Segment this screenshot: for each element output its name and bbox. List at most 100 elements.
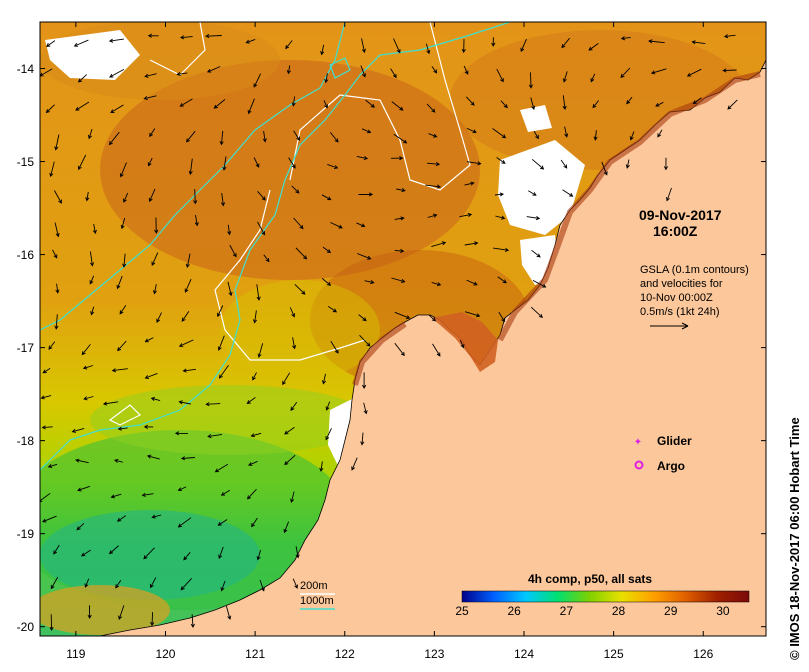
velocity-arrow	[325, 428, 332, 441]
velocity-arrow	[629, 131, 635, 141]
velocity-arrow	[150, 577, 157, 589]
velocity-arrow	[206, 66, 221, 73]
lon-tick-label: 122	[334, 647, 355, 661]
velocity-arrow	[431, 281, 442, 287]
velocity-arrow	[357, 253, 372, 260]
velocity-arrow	[49, 161, 55, 178]
velocity-arrow	[459, 212, 473, 218]
velocity-arrow	[292, 578, 298, 589]
velocity-arrow	[562, 95, 567, 111]
velocity-arrow	[390, 68, 397, 79]
velocity-arrow	[358, 314, 367, 322]
velocity-arrow	[218, 365, 229, 379]
velocity-arrow	[46, 40, 56, 47]
velocity-arrow	[428, 133, 438, 138]
velocity-arrow	[77, 74, 88, 83]
velocity-arrow	[141, 492, 154, 497]
velocity-arrow	[259, 579, 265, 592]
velocity-arrow	[321, 278, 332, 286]
colorbar-tick-label: 27	[559, 604, 574, 618]
velocity-arrow	[52, 249, 58, 259]
velocity-arrow	[185, 253, 191, 269]
velocity-arrow	[109, 69, 125, 78]
axis-ticks	[40, 22, 766, 636]
velocity-arrow	[220, 489, 231, 496]
velocity-arrow	[358, 192, 374, 197]
velocity-arrow	[143, 95, 157, 101]
velocity-arrow	[393, 38, 401, 54]
velocity-arrow	[115, 579, 122, 589]
velocity-arrow	[263, 254, 270, 263]
credit-text: © IMOS 18-Nov-2017 06:00 Hobart Time	[787, 417, 802, 660]
velocity-arrow	[560, 159, 568, 169]
velocity-arrow	[391, 101, 404, 111]
velocity-arrow	[531, 249, 541, 258]
velocity-arrow	[320, 44, 325, 56]
velocity-arrow	[391, 156, 404, 161]
velocity-arrow	[83, 396, 94, 401]
velocity-arrow	[220, 580, 226, 592]
velocity-arrow	[666, 187, 672, 202]
lon-tick-label: 120	[155, 647, 176, 661]
velocity-arrow	[256, 284, 261, 301]
velocity-arrow	[146, 454, 160, 460]
velocity-arrow	[150, 612, 155, 627]
colorbar-tick-label: 28	[611, 604, 626, 618]
velocity-arrow	[257, 190, 266, 201]
isobath-1000m	[40, 22, 511, 471]
velocity-arrow	[330, 340, 339, 354]
scale-arrow-head	[681, 322, 689, 330]
velocity-arrow	[119, 304, 127, 315]
velocity-arrow	[152, 284, 157, 295]
legend-200m-label: 200m	[300, 580, 328, 592]
velocity-arrow	[186, 130, 196, 143]
velocity-arrow	[193, 189, 198, 205]
velocity-arrow	[253, 73, 262, 88]
velocity-arrow	[428, 314, 436, 322]
gsla-text-line2: and velocities for	[640, 278, 723, 290]
velocity-arrow	[363, 402, 368, 415]
velocity-arrow	[102, 401, 119, 406]
velocity-arrow	[330, 222, 343, 229]
velocity-arrow	[214, 463, 229, 473]
velocity-arrow	[194, 214, 199, 227]
velocity-arrow	[150, 397, 161, 402]
velocity-arrow	[179, 35, 193, 40]
velocity-arrow	[220, 192, 226, 207]
velocity-arrow	[432, 343, 441, 357]
velocity-arrow	[54, 222, 60, 238]
velocity-arrow	[526, 216, 541, 221]
velocity-arrow	[117, 340, 127, 352]
lat-tick-label: -19	[16, 526, 34, 541]
velocity-arrow	[394, 342, 405, 357]
velocity-arrow	[496, 68, 504, 83]
velocity-arrow	[663, 157, 668, 171]
velocity-arrow	[147, 33, 159, 38]
velocity-arrow	[722, 68, 737, 73]
velocity-arrow	[42, 515, 57, 523]
velocity-arrow	[119, 162, 127, 178]
velocity-arrow	[205, 402, 221, 407]
velocity-arrow	[655, 101, 664, 107]
velocity-arrow	[286, 65, 291, 75]
velocity-arrow	[620, 67, 631, 78]
velocity-arrow	[291, 185, 300, 194]
velocity-arrow	[530, 97, 536, 111]
warm-patch	[40, 585, 170, 635]
velocity-arrow	[82, 365, 94, 370]
colorbar-tick-label: 26	[507, 604, 521, 618]
velocity-arrow	[288, 157, 296, 169]
velocity-arrow	[76, 522, 85, 531]
velocity-arrow	[282, 372, 291, 386]
velocity-arrow	[365, 99, 375, 108]
velocity-arrow	[47, 463, 58, 468]
velocity-arrow	[246, 397, 256, 404]
velocity-arrow	[650, 68, 667, 75]
lon-tick-label: 126	[693, 647, 714, 661]
velocity-arrow	[325, 401, 331, 411]
velocity-arrow	[256, 549, 262, 561]
velocity-arrow	[562, 71, 568, 83]
velocity-arrow	[327, 306, 338, 313]
king-sound	[432, 312, 498, 372]
